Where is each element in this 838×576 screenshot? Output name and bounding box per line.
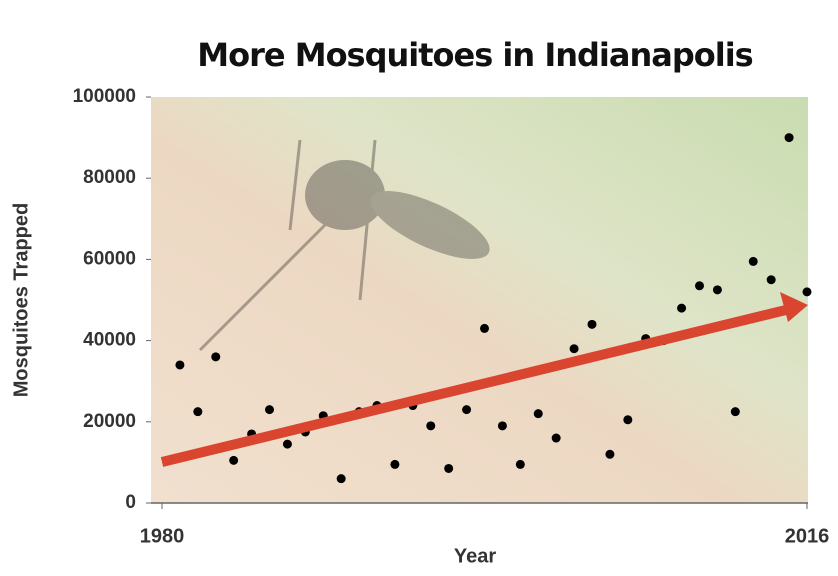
- x-tick-label: 2016: [785, 525, 830, 547]
- point: [265, 405, 274, 415]
- point: [175, 360, 185, 370]
- x-axis-label: Year: [454, 545, 496, 567]
- trend-arrow: [160, 292, 808, 467]
- point: [211, 352, 221, 362]
- point: [462, 405, 472, 415]
- point: [784, 133, 794, 143]
- point: [390, 459, 400, 469]
- point: [497, 421, 507, 431]
- y-axis-label: Mosquitoes Trapped: [10, 203, 32, 397]
- point: [426, 421, 436, 431]
- point: [480, 323, 489, 333]
- point: [766, 275, 776, 285]
- point: [551, 433, 561, 443]
- point: [802, 287, 812, 297]
- y-tick-label: 0: [125, 492, 136, 513]
- point: [623, 415, 633, 425]
- y-tick-label: 60000: [83, 248, 136, 269]
- y-tick-label: 100000: [73, 86, 136, 107]
- point: [695, 281, 704, 291]
- point: [677, 303, 687, 313]
- point: [444, 463, 454, 473]
- point: [515, 459, 525, 469]
- point: [193, 407, 203, 417]
- chart-title: More Mosquitoes in Indianapolis: [197, 36, 752, 74]
- mosquito-image: [198, 139, 490, 352]
- y-tick-label: 40000: [83, 330, 136, 351]
- point: [569, 344, 579, 354]
- point: [587, 319, 597, 329]
- point: [605, 449, 615, 459]
- y-tick-label: 80000: [83, 167, 136, 188]
- x-tick-label: 1980: [140, 525, 185, 547]
- point: [533, 409, 543, 419]
- point: [336, 474, 346, 484]
- point: [748, 256, 758, 266]
- point: [730, 407, 740, 417]
- point: [229, 455, 239, 465]
- y-tick-label: 20000: [83, 411, 136, 432]
- point: [712, 285, 722, 295]
- point: [282, 439, 292, 449]
